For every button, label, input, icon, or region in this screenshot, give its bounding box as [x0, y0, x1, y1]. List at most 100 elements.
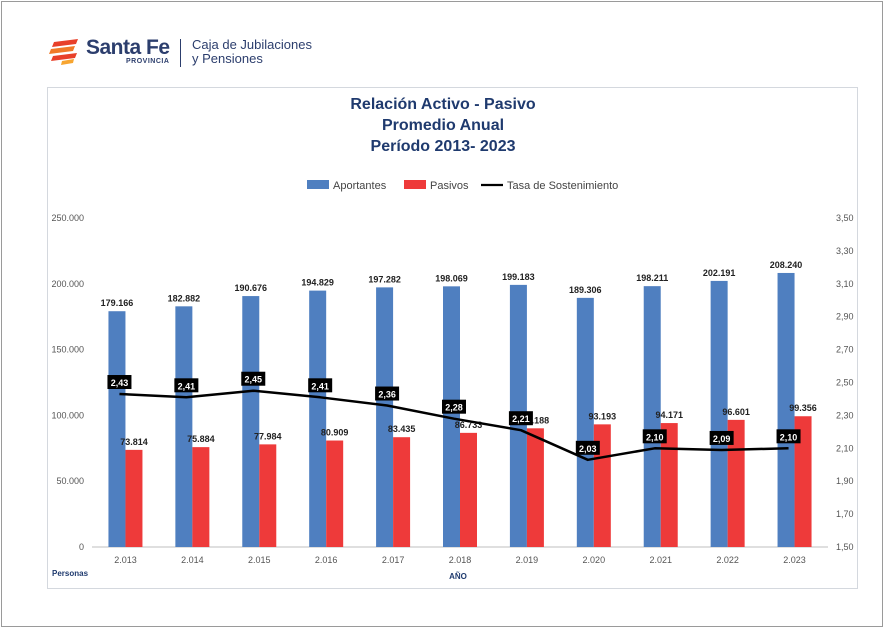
y-left-tick-label: 150.000 [51, 345, 84, 355]
chart-title-line-1: Relación Activo - Pasivo [350, 96, 536, 113]
y-left-tick-label: 50.000 [56, 476, 84, 486]
data-label-aportantes: 198.069 [435, 273, 468, 283]
data-label-pasivos: 86.733 [455, 420, 483, 430]
data-label-aportantes: 190.676 [234, 283, 267, 293]
x-tick-label: 2.017 [382, 555, 405, 565]
x-tick-label: 2.021 [649, 555, 672, 565]
x-tick-label: 2.018 [449, 555, 472, 565]
bar-pasivos [393, 437, 411, 547]
bar-aportantes [643, 286, 661, 547]
data-label-box-tasa [442, 399, 466, 414]
bar-pasivos [660, 423, 678, 547]
x-axis-title: AÑO [449, 572, 467, 581]
data-label-pasivos: 93.193 [589, 411, 617, 421]
data-label-pasivos: 83.435 [388, 424, 416, 434]
data-label-tasa: 2,41 [178, 381, 196, 391]
chart-frame [47, 87, 858, 589]
y-left-tick-label: 100.000 [51, 410, 84, 420]
data-label-box-tasa [508, 411, 533, 426]
data-label-tasa: 2,45 [245, 375, 263, 385]
data-label-tasa: 2,10 [780, 432, 798, 442]
data-label-box-tasa [107, 375, 132, 390]
y-left-tick-label: 250.000 [51, 213, 84, 223]
x-tick-label: 2.023 [783, 555, 806, 565]
legend-label-aportantes: Aportantes [333, 180, 387, 192]
x-tick-label: 2.015 [248, 555, 271, 565]
header-divider [180, 39, 181, 67]
data-label-tasa: 2,10 [646, 432, 664, 442]
bar-pasivos [794, 416, 812, 547]
legend-label-tasa: Tasa de Sostenimiento [507, 180, 618, 192]
y-right-tick-label: 2,90 [836, 312, 854, 322]
bar-pasivos [259, 444, 277, 547]
y-right-tick-label: 2,30 [836, 410, 854, 420]
data-label-box-tasa [776, 429, 801, 444]
legend-swatch-pasivos [404, 180, 426, 189]
data-label-tasa: 2,21 [512, 414, 530, 424]
data-label-aportantes: 182.882 [168, 293, 201, 303]
data-label-pasivos: 75.884 [187, 434, 215, 444]
org-name: Caja de Jubilaciones y Pensiones [192, 38, 312, 66]
data-label-tasa: 2,36 [378, 390, 396, 400]
chart-title: Relación Activo - Pasivo Promedio Anual … [0, 94, 886, 157]
data-label-box-tasa [241, 371, 266, 386]
bar-pasivos [326, 440, 344, 547]
data-label-pasivos: 77.984 [254, 431, 282, 441]
y-right-tick-label: 1,90 [836, 476, 854, 486]
x-tick-label: 2.016 [315, 555, 338, 565]
data-label-tasa: 2,28 [445, 403, 463, 413]
y-axis-title: Personas [52, 569, 89, 578]
data-label-tasa: 2,03 [579, 444, 597, 454]
legend-swatch-aportantes [307, 180, 329, 189]
data-label-aportantes: 198.211 [636, 273, 668, 283]
data-label-aportantes: 208.240 [770, 260, 803, 270]
y-right-tick-label: 1,50 [836, 542, 854, 552]
data-label-tasa: 2,43 [111, 378, 129, 388]
chart-title-line-2: Promedio Anual [381, 117, 505, 134]
x-tick-label: 2.022 [716, 555, 739, 565]
data-label-pasivos: 94.171 [655, 410, 683, 420]
bar-aportantes [309, 290, 327, 547]
x-tick-label: 2.013 [114, 555, 137, 565]
data-label-pasivos: 90.188 [522, 415, 550, 425]
bar-aportantes [242, 296, 260, 547]
data-label-pasivos: 99.356 [789, 403, 817, 413]
org-name-line-1: Caja de Jubilaciones [192, 37, 312, 52]
data-label-pasivos: 80.909 [321, 428, 349, 438]
y-right-tick-label: 2,70 [836, 345, 854, 355]
x-tick-label: 2.014 [181, 555, 204, 565]
data-label-aportantes: 189.306 [569, 285, 602, 295]
bar-aportantes [710, 280, 728, 547]
y-right-tick-label: 3,10 [836, 279, 854, 289]
bar-aportantes [777, 272, 795, 547]
y-right-tick-label: 3,50 [836, 213, 854, 223]
santa-fe-logo-icon [49, 39, 78, 65]
y-right-tick-label: 2,50 [836, 378, 854, 388]
bar-pasivos [460, 432, 477, 547]
x-tick-label: 2.020 [583, 555, 606, 565]
data-label-box-tasa [709, 430, 734, 445]
y-left-tick-label: 200.000 [51, 279, 84, 289]
data-label-aportantes: 202.191 [703, 268, 736, 278]
data-label-pasivos: 73.814 [120, 437, 148, 447]
bar-pasivos [526, 428, 544, 547]
data-label-aportantes: 179.166 [101, 298, 134, 308]
y-right-tick-label: 1,70 [836, 509, 854, 519]
data-label-tasa: 2,09 [713, 434, 731, 444]
data-label-box-tasa [375, 386, 400, 401]
x-tick-label: 2.019 [516, 555, 539, 565]
data-label-box-tasa [308, 378, 333, 393]
chart-title-line-3: Período 2013- 2023 [370, 138, 516, 155]
bar-aportantes [576, 297, 594, 547]
bar-pasivos [593, 424, 611, 547]
data-label-aportantes: 197.282 [368, 274, 401, 284]
data-label-tasa: 2,41 [311, 381, 329, 391]
bar-aportantes [175, 306, 193, 547]
bar-aportantes [443, 286, 460, 547]
bar-aportantes [376, 287, 394, 547]
bar-pasivos [192, 447, 210, 547]
data-label-aportantes: 194.829 [301, 278, 334, 288]
data-label-pasivos: 96.601 [722, 407, 750, 417]
